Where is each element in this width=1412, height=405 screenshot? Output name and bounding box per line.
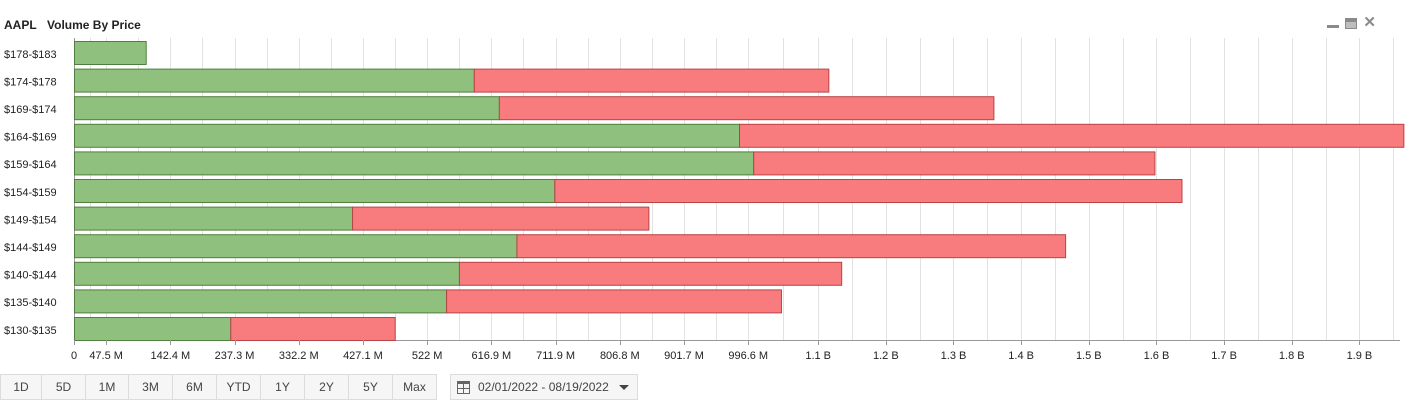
bar-down-volume	[554, 179, 1183, 203]
bar-down-volume	[352, 206, 650, 231]
range-button-group: 1D 5D 1M 3M 6M YTD 1Y 2Y 5Y Max	[0, 374, 437, 400]
x-tick-label: 1.1 B	[805, 350, 831, 362]
chart-title: Volume By Price	[47, 18, 141, 32]
bar-up-volume	[74, 179, 556, 203]
bar-up-volume	[74, 151, 755, 176]
bar-up-volume	[74, 206, 354, 231]
category-label: $164-$169	[4, 132, 57, 144]
bar-down-volume	[739, 123, 1405, 148]
bar-down-volume	[458, 261, 843, 286]
bar-down-volume	[473, 68, 830, 93]
x-tick-label: 1.3 B	[941, 350, 967, 362]
volume-by-price-chart: $178-$183 $174-$178 $169-$174 $164-$169 $159…	[4, 38, 1405, 362]
x-tick-label: 522 M	[412, 350, 443, 362]
x-tick-label: 996.6 M	[728, 350, 768, 362]
x-tick-label: 616.9 M	[471, 350, 511, 362]
x-tick-label: 0	[71, 350, 77, 362]
bar-down-volume	[516, 234, 1067, 259]
range-toolbar: 1D 5D 1M 3M 6M YTD 1Y 2Y 5Y Max 02/01/2022 - 08/1…	[0, 373, 638, 401]
chevron-down-icon	[618, 384, 629, 390]
x-tick-label: 1.5 B	[1076, 350, 1102, 362]
x-tick-label: 1.9 B	[1347, 350, 1373, 362]
bar-down-volume	[446, 289, 782, 314]
category-label: $149-$154	[4, 214, 57, 226]
range-button-6m[interactable]: 6M	[172, 374, 217, 400]
minimize-icon[interactable]	[1327, 16, 1340, 30]
range-button-2y[interactable]: 2Y	[304, 374, 349, 400]
maximize-icon[interactable]	[1345, 17, 1358, 29]
bar-down-volume	[498, 96, 995, 121]
x-tick-label: 427.1 M	[343, 350, 383, 362]
bar-up-volume	[74, 41, 147, 65]
category-label: $144-$149	[4, 242, 57, 254]
category-label: $178-$183	[4, 49, 57, 61]
x-tick-label: 1.6 B	[1144, 350, 1170, 362]
calendar-icon	[457, 380, 470, 394]
bar-up-volume	[74, 68, 475, 93]
window-controls: ✕	[1327, 14, 1376, 31]
x-tick-label: 1.8 B	[1279, 350, 1305, 362]
x-tick-label: 142.4 M	[150, 350, 190, 362]
x-tick-label: 237.3 M	[215, 350, 255, 362]
bar-up-volume	[74, 289, 448, 314]
bar-up-volume	[74, 234, 518, 259]
close-icon[interactable]: ✕	[1363, 14, 1376, 31]
category-label: $174-$178	[4, 76, 57, 88]
date-range-picker[interactable]: 02/01/2022 - 08/19/2022	[450, 374, 638, 400]
bar-up-volume	[74, 96, 500, 121]
x-tick-label: 901.7 M	[664, 350, 704, 362]
x-tick-label: 47.5 M	[89, 350, 123, 362]
range-button-1d[interactable]: 1D	[0, 374, 42, 400]
category-label: $154-$159	[4, 187, 57, 199]
bar-up-volume	[74, 123, 741, 148]
x-tick-label: 1.4 B	[1008, 350, 1034, 362]
panel-header: AAPL Volume By Price ✕	[0, 0, 1412, 36]
range-button-5y[interactable]: 5Y	[348, 374, 393, 400]
bar-down-volume	[753, 151, 1156, 176]
ticker-symbol: AAPL	[4, 18, 37, 32]
date-range-text: 02/01/2022 - 08/19/2022	[478, 380, 609, 394]
range-button-ytd[interactable]: YTD	[216, 374, 261, 400]
range-button-1m[interactable]: 1M	[85, 374, 129, 400]
category-label: $130-$135	[4, 325, 57, 337]
x-tick-label: 332.2 M	[279, 350, 319, 362]
category-label: $135-$140	[4, 297, 57, 309]
x-tick-label: 1.7 B	[1211, 350, 1237, 362]
range-button-5d[interactable]: 5D	[41, 374, 86, 400]
range-button-1y[interactable]: 1Y	[260, 374, 305, 400]
category-label: $140-$144	[4, 270, 57, 282]
range-button-max[interactable]: Max	[392, 374, 437, 400]
bar-down-volume	[230, 317, 396, 341]
x-tick-label: 711.9 M	[536, 350, 575, 362]
bar-up-volume	[74, 261, 460, 286]
range-button-3m[interactable]: 3M	[128, 374, 173, 400]
category-label: $159-$164	[4, 159, 57, 171]
category-label: $169-$174	[4, 104, 57, 116]
x-tick-label: 806.8 M	[600, 350, 640, 362]
bar-up-volume	[74, 317, 232, 341]
x-tick-label: 1.2 B	[873, 350, 899, 362]
